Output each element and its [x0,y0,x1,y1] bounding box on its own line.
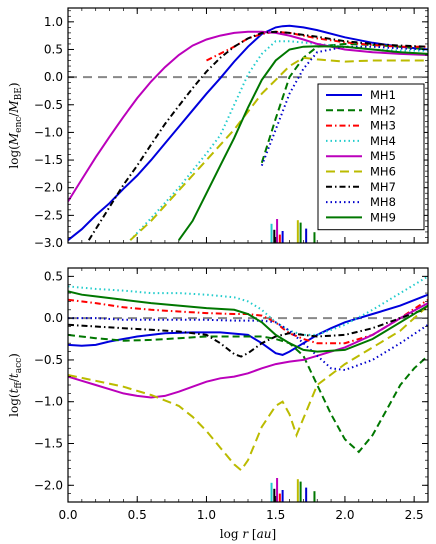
legend-label-mh4: MH4 [370,134,396,148]
x-tick-label: 1.0 [197,508,216,522]
y-tick-label: −2.0 [34,478,63,492]
legend-label-mh8: MH8 [370,195,396,209]
series-line-mh6 [68,304,428,472]
top-panel: 1.0 0.5 0.0 −0.5 −1.0 −1.5 −2.0 −2.5 −3.0 log(Men… [7,7,429,250]
y-tick-label: 1.0 [44,15,63,29]
y-tick-label: −0.5 [34,98,63,112]
y-tick-label: 0.5 [44,42,63,56]
legend-label-mh6: MH6 [370,165,396,179]
y-tick-label: −2.5 [34,208,63,222]
y-tick-label: −2.0 [34,181,63,195]
legend-label-mh9: MH9 [370,210,396,224]
series-line-mh4 [68,275,428,336]
series-line-mh8 [68,317,428,372]
legend-label-mh5: MH5 [370,149,396,163]
series-line-mh4 [129,40,428,241]
x-tick-label: 0.0 [58,508,77,522]
x-axis-label: log r [au] [220,527,276,541]
y-tick-label: 0.0 [44,70,63,84]
x-tick-label: 0.5 [128,508,147,522]
bottom-panel: 0.5 0.0 −0.5 −1.0 −1.5 −2.0 0.0 0.5 1.0 1.5 2.0 2.5… [7,267,429,541]
series-line-mh9 [177,45,428,241]
series-line-mh7 [87,30,428,241]
y-tick-label: −1.0 [34,395,63,409]
y-axis-label: log(tff/tacc) [7,353,24,417]
x-tick-label: 1.5 [266,508,285,522]
y-tick-label: −1.5 [34,437,63,451]
y-axis-label: log(Menc/MBE) [7,82,24,168]
series-line-mh2 [68,333,428,454]
y-tick-label: −3.0 [34,236,63,250]
series-line-mh2 [260,42,428,164]
y-tick-label: −1.5 [34,153,63,167]
y-tick-label: −1.0 [34,125,63,139]
legend-label-mh3: MH3 [370,119,396,133]
y-tick-label: 0.5 [44,269,63,283]
y-tick-label: −0.5 [34,353,63,367]
x-tick-label: 2.0 [335,508,354,522]
series-line-mh9 [68,290,428,353]
series-line-mh6 [129,56,428,241]
x-tick-label: 2.5 [405,508,424,522]
legend-label-mh1: MH1 [370,88,396,102]
y-tick-label: 0.0 [44,311,63,325]
series-line-mh8 [260,45,428,166]
series-line-mh7 [68,307,428,358]
legend-label-mh7: MH7 [370,180,396,194]
series-line-mh1 [68,293,428,356]
legend-label-mh2: MH2 [370,103,396,117]
plot-frame [67,267,429,503]
series-line-mh1 [68,24,428,241]
